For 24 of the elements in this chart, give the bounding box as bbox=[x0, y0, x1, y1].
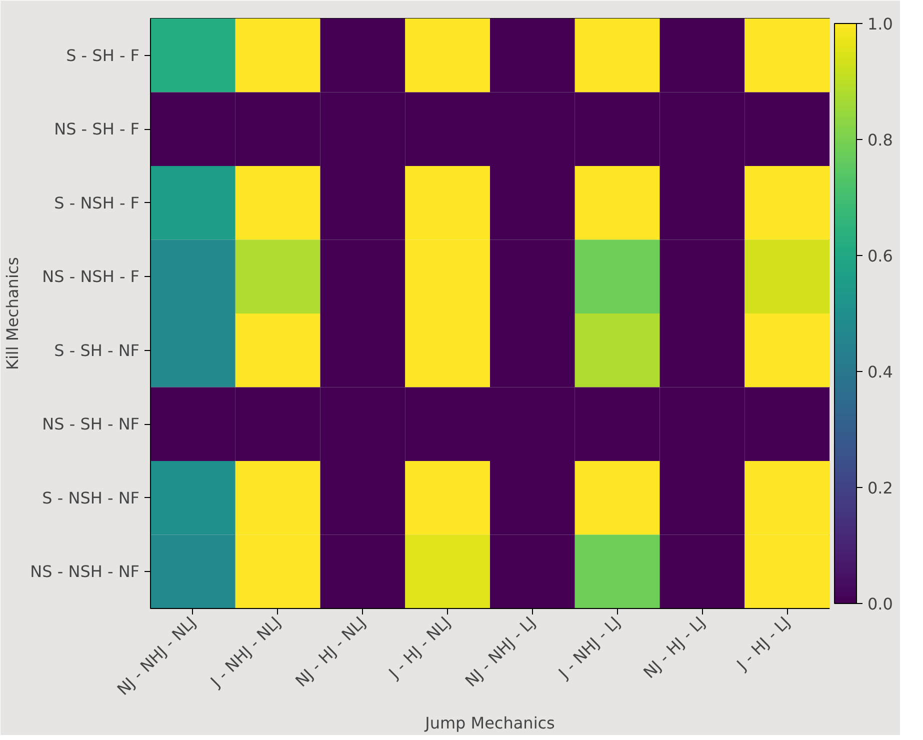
x-tick-label: J - HJ - NLJ bbox=[384, 612, 454, 683]
x-tick-label: NJ - NHJ - NLJ bbox=[113, 612, 200, 699]
color-bar-label: 0.0 bbox=[868, 594, 893, 614]
x-axis-title: Jump Mechanics bbox=[424, 714, 555, 733]
y-tick-label: S - SH - NF bbox=[54, 340, 140, 360]
y-tick-label: S - SH - F bbox=[66, 46, 140, 65]
y-tick-label: NS - SH - NF bbox=[42, 414, 140, 434]
y-axis-title: Kill Mechanics bbox=[3, 256, 22, 370]
y-tick-label: S - NSH - F bbox=[54, 193, 140, 212]
color-bar-label: 1.0 bbox=[868, 14, 893, 34]
color-bar-label: 0.6 bbox=[868, 246, 893, 266]
y-tick-label: S - NSH - NF bbox=[42, 488, 140, 508]
y-tick-label: NS - NSH - NF bbox=[30, 562, 140, 582]
x-tick-label: J - NHJ - LJ bbox=[554, 612, 624, 683]
x-tick-label: NJ - NHJ - LJ bbox=[461, 612, 540, 691]
x-tick-label: J - HJ - LJ bbox=[732, 612, 794, 674]
x-tick-label: J - NHJ - NLJ bbox=[206, 612, 285, 692]
x-tick-label: NJ - HJ - NLJ bbox=[292, 612, 370, 691]
color-bar-label: 0.2 bbox=[868, 478, 893, 498]
y-tick-label: NS - NSH - F bbox=[42, 267, 140, 286]
x-tick-label: NJ - HJ - LJ bbox=[640, 612, 709, 682]
color-bar-label: 0.8 bbox=[868, 130, 893, 150]
color-bar-label: 0.4 bbox=[868, 362, 893, 382]
y-tick-label: NS - SH - F bbox=[54, 120, 140, 139]
